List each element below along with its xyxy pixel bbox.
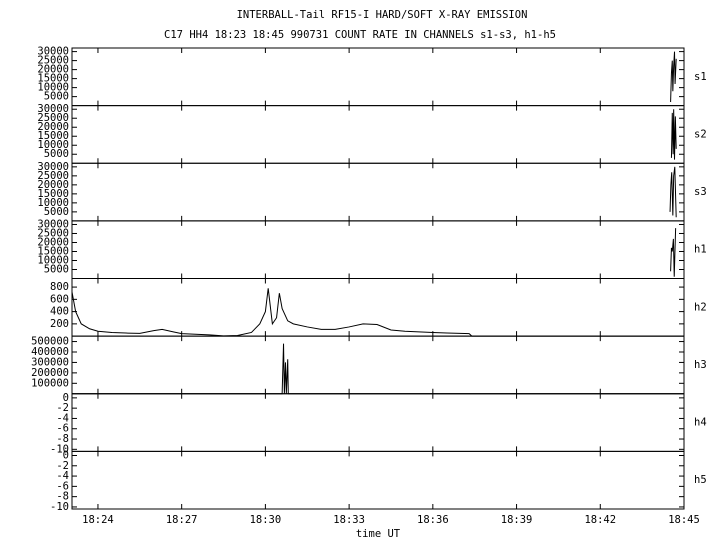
- x-axis-label: time UT: [356, 528, 401, 540]
- y-tick-label: 400: [50, 306, 69, 318]
- y-tick-label: 0: [63, 449, 69, 461]
- y-tick-label: -4: [56, 470, 69, 482]
- data-line: [670, 228, 677, 277]
- panel-label: s2: [694, 128, 707, 140]
- y-tick-label: -4: [56, 412, 69, 424]
- y-tick-label: 200: [50, 318, 69, 330]
- y-tick-label: -8: [56, 433, 69, 445]
- y-tick-label: 5000: [44, 263, 69, 275]
- y-tick-label: 10000: [37, 254, 69, 266]
- y-tick-label: 15000: [37, 245, 69, 257]
- y-tick-label: -6: [56, 423, 69, 435]
- y-tick-label: 30000: [37, 218, 69, 230]
- y-tick-label: 25000: [37, 227, 69, 239]
- y-tick-label: 300000: [31, 356, 69, 368]
- panel-label: s3: [694, 186, 707, 198]
- y-tick-label: 0: [63, 392, 69, 404]
- y-tick-label: 30000: [37, 161, 69, 173]
- panel-frame: [71, 220, 685, 279]
- y-tick-label: 10000: [37, 139, 69, 151]
- y-tick-label: -10: [50, 443, 69, 455]
- y-tick-label: 20000: [37, 121, 69, 133]
- y-tick-label: 100000: [31, 377, 69, 389]
- y-tick-label: 30000: [37, 103, 69, 115]
- chart-subtitle: C17 HH4 18:23 18:45 990731 COUNT RATE IN…: [164, 29, 556, 41]
- panel-frame: [71, 450, 685, 510]
- data-line: [72, 343, 684, 395]
- x-tick-label: 18:30: [250, 514, 282, 526]
- data-line: [669, 166, 677, 218]
- y-tick-label: 20000: [37, 236, 69, 248]
- y-tick-label: 10000: [37, 197, 69, 209]
- panel-frame: [71, 278, 685, 337]
- panel-label: h5: [694, 474, 707, 486]
- y-tick-label: 10000: [37, 82, 69, 94]
- data-line: [71, 288, 684, 337]
- y-tick-label: 30000: [37, 46, 69, 58]
- y-tick-label: -10: [50, 501, 69, 513]
- x-tick-label: 18:27: [166, 514, 198, 526]
- data-line: [670, 109, 677, 160]
- y-tick-label: 20000: [37, 64, 69, 76]
- y-tick-label: -6: [56, 480, 69, 492]
- y-tick-label: 400000: [31, 346, 69, 358]
- y-tick-label: 15000: [37, 73, 69, 85]
- y-tick-label: 15000: [37, 188, 69, 200]
- panel-label: h2: [694, 301, 707, 313]
- y-tick-label: -8: [56, 491, 69, 503]
- panel-frame: [71, 105, 685, 164]
- x-tick-label: 18:42: [584, 514, 616, 526]
- panel-frame: [71, 162, 685, 222]
- x-tick-label: 18:36: [417, 514, 449, 526]
- x-tick-label: 18:45: [668, 514, 700, 526]
- y-tick-label: 15000: [37, 130, 69, 142]
- y-tick-label: 600: [50, 293, 69, 305]
- panel-label: h3: [694, 359, 707, 371]
- y-tick-label: 500000: [31, 336, 69, 348]
- y-tick-label: -2: [56, 460, 69, 472]
- data-line: [670, 51, 677, 103]
- y-tick-label: 800: [50, 281, 69, 293]
- y-tick-label: 200000: [31, 367, 69, 379]
- y-tick-label: -2: [56, 402, 69, 414]
- panel-label: h1: [694, 244, 707, 256]
- x-tick-label: 18:24: [82, 514, 114, 526]
- y-tick-label: 20000: [37, 179, 69, 191]
- panel-frame: [71, 47, 685, 107]
- y-tick-label: 5000: [44, 91, 69, 103]
- panel-frame: [71, 335, 685, 395]
- y-tick-label: 25000: [37, 112, 69, 124]
- y-tick-label: 5000: [44, 148, 69, 160]
- x-tick-label: 18:39: [501, 514, 533, 526]
- y-tick-label: 25000: [37, 55, 69, 67]
- panel-label: s1: [694, 71, 707, 83]
- chart-title: INTERBALL-Tail RF15-I HARD/SOFT X-RAY EM…: [237, 9, 528, 21]
- x-tick-label: 18:33: [333, 514, 365, 526]
- y-tick-label: 5000: [44, 206, 69, 218]
- y-tick-label: 25000: [37, 170, 69, 182]
- panel-label: h4: [694, 417, 707, 429]
- panel-frame: [71, 393, 685, 452]
